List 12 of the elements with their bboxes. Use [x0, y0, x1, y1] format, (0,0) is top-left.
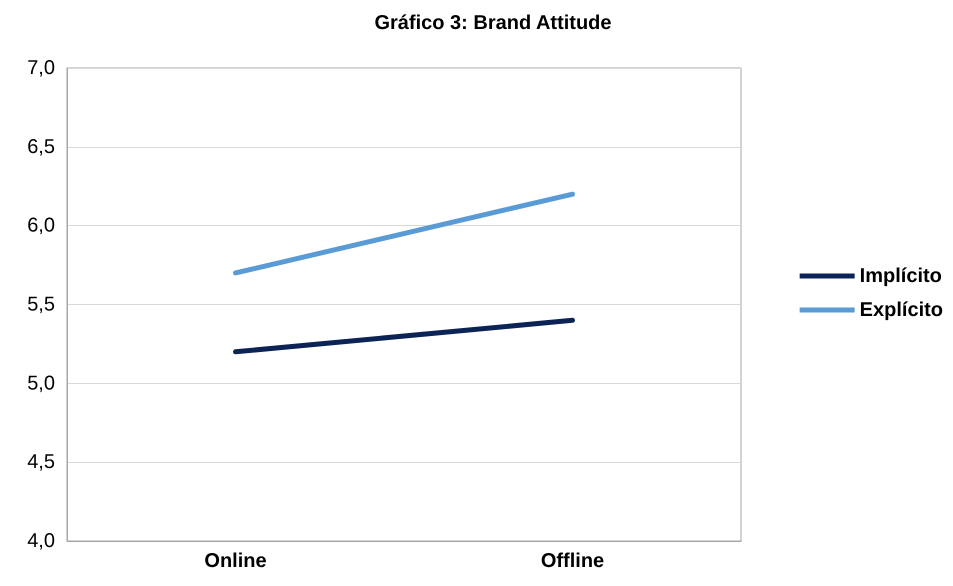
y-tick-label: 5,5 [27, 294, 55, 316]
y-tick-label: 5,0 [27, 372, 55, 394]
y-tick-label: 6,0 [27, 214, 55, 237]
y-tick-label: 4,5 [27, 451, 55, 474]
y-tick-label: 7,0 [27, 57, 55, 79]
chart-title: Gráfico 3: Brand Attitude [374, 12, 612, 34]
legend-label: Implícito [860, 265, 942, 287]
legend-label: Explícito [860, 299, 944, 321]
x-tick-label: Offline [540, 550, 604, 572]
x-tick-label: Online [204, 550, 267, 572]
y-tick-label: 6,5 [27, 136, 55, 158]
y-tick-label: 4,0 [27, 530, 55, 552]
